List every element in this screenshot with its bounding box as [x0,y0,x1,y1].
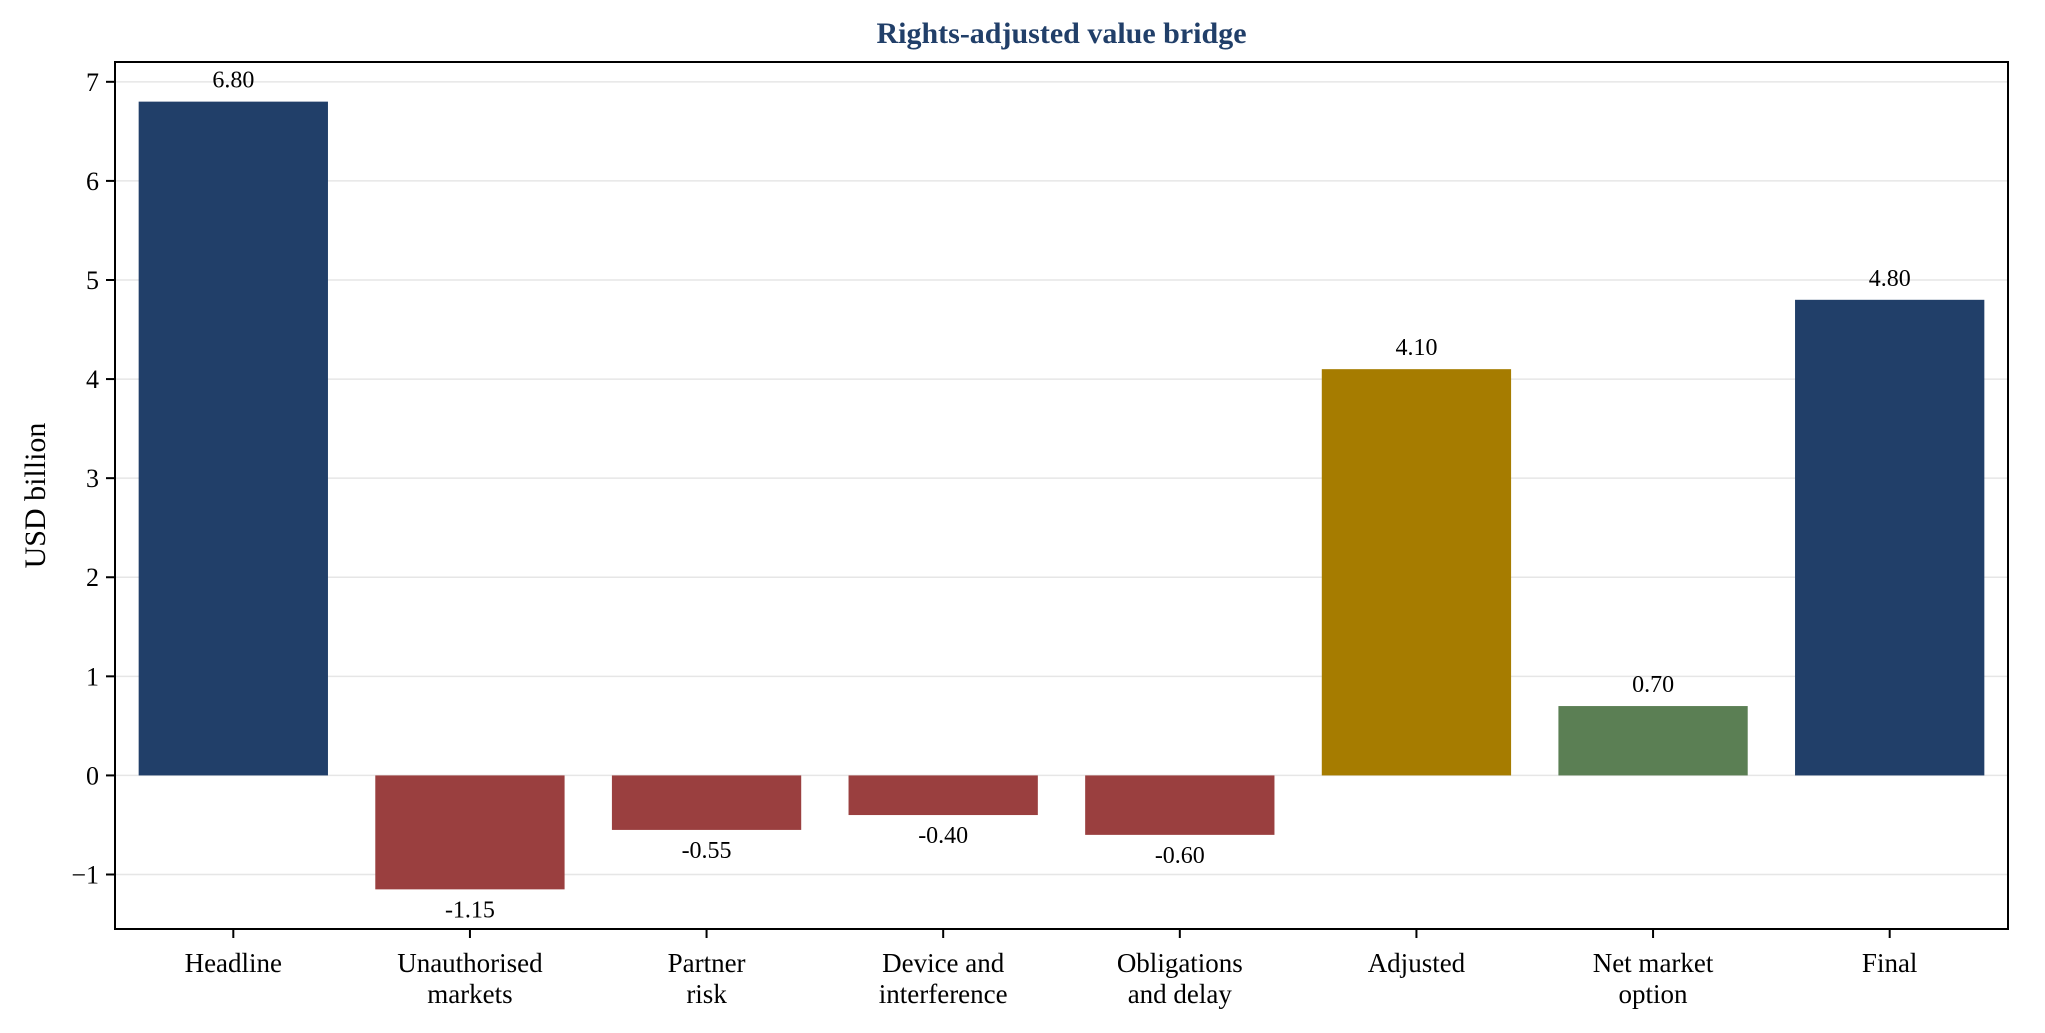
bar [848,775,1038,816]
bar-value-label: 4.10 [1395,335,1437,361]
y-tick-label: 4 [86,365,99,394]
y-axis-label: USD billion [19,423,52,569]
bar [1321,369,1512,776]
bar-value-label: 0.70 [1632,672,1674,698]
x-tick-label: Unauthorised [397,948,543,978]
y-tick-label: 5 [86,266,99,295]
bar [138,101,328,776]
bar-value-label: -0.60 [1155,843,1205,869]
bar [375,775,565,890]
bar-value-label: -1.15 [445,897,495,923]
x-tick-label: Net market [1593,948,1714,978]
y-tick-label: 7 [86,68,99,97]
x-tick-label: Partner [668,948,746,978]
x-tick-label: Adjusted [1368,948,1466,978]
x-tick-label: Headline [185,948,282,978]
y-tick-label: 0 [86,761,99,790]
y-tick-label: 3 [86,464,99,493]
bar [1795,299,1985,776]
bar [611,775,802,830]
y-tick-label: −1 [71,861,99,890]
bar-value-label: -0.40 [918,823,968,849]
bar-value-labels: 6.80 -1.15 -0.55 -0.40 -0.60 4.10 0.70 4.80 [212,68,1910,924]
y-tick-label: 6 [86,167,99,196]
bar [1558,706,1748,776]
x-tick-label: Device and [882,948,1005,978]
x-tick-label: Obligations [1117,948,1243,978]
x-tick-label: interference [879,979,1008,1009]
bars [138,101,1985,890]
bar-value-label: 4.80 [1869,266,1911,292]
chart-title: Rights-adjusted value bridge [876,17,1246,50]
x-tick-label: risk [686,979,727,1009]
bar-value-label: 6.80 [212,68,254,94]
gridlines [115,81,2008,876]
x-tick-label: option [1619,979,1689,1009]
y-tick-label: 2 [86,563,99,592]
bar-value-label: -0.55 [682,838,732,864]
x-tick-label: Final [1862,948,1918,978]
plot-frame [114,61,2009,930]
y-axis-ticks: 7 6 5 4 3 2 1 0 −1 [71,68,115,890]
bar [1085,775,1275,835]
x-tick-label: markets [427,979,512,1009]
x-tick-label: and delay [1128,979,1233,1009]
y-tick-label: 1 [86,662,99,691]
